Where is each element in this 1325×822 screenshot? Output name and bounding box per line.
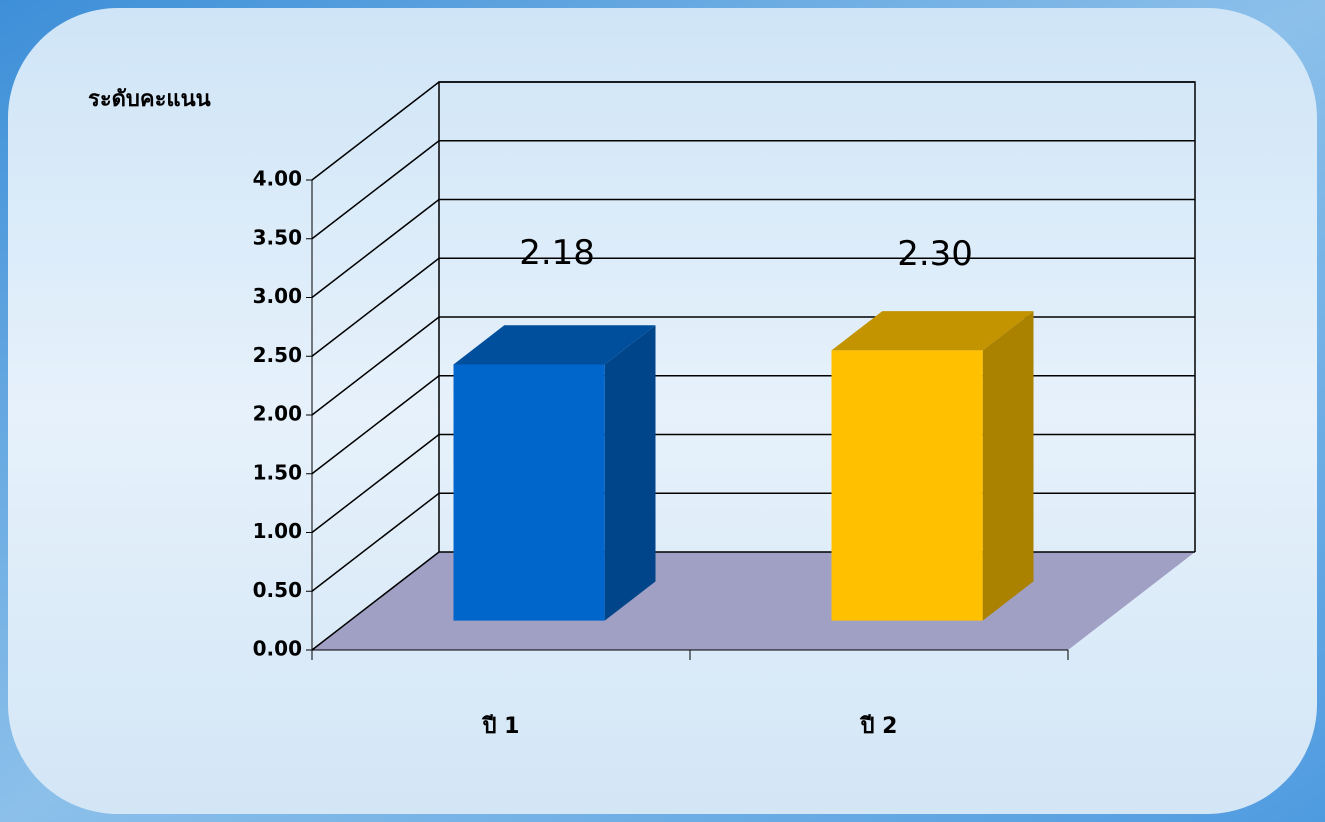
grid-line [311, 81, 1195, 181]
x-tick-label: ปี 2 [859, 714, 897, 739]
bar [831, 311, 1034, 621]
bar-top [453, 325, 656, 365]
y-tick-label: 3.00 [253, 284, 302, 308]
bar [453, 325, 656, 621]
bar-side [982, 311, 1034, 621]
y-tick-label: 4.00 [253, 167, 302, 191]
panel [8, 8, 1317, 814]
y-tick-label: 3.50 [253, 225, 302, 249]
y-tick-label: 0.50 [253, 578, 302, 602]
value-label: 2.18 [519, 233, 595, 273]
y-tick-label: 1.00 [253, 519, 302, 543]
bar-top [831, 311, 1034, 351]
bar-front [453, 364, 605, 621]
y-axis-label: ระดับคะแนน [88, 87, 211, 112]
y-tick-label: 2.00 [253, 402, 302, 426]
grid-line [311, 140, 1195, 240]
grid-line [311, 257, 1195, 357]
bar-side [604, 325, 656, 621]
floor [312, 552, 1195, 650]
grid-line [311, 198, 1195, 299]
x-tick-label: ปี 1 [481, 714, 519, 739]
value-label: 2.30 [897, 234, 973, 274]
y-tick-label: 2.50 [253, 343, 302, 367]
bar-front [831, 350, 983, 621]
y-tick-label: 0.00 [253, 637, 302, 661]
y-tick-label: 1.50 [253, 460, 302, 484]
